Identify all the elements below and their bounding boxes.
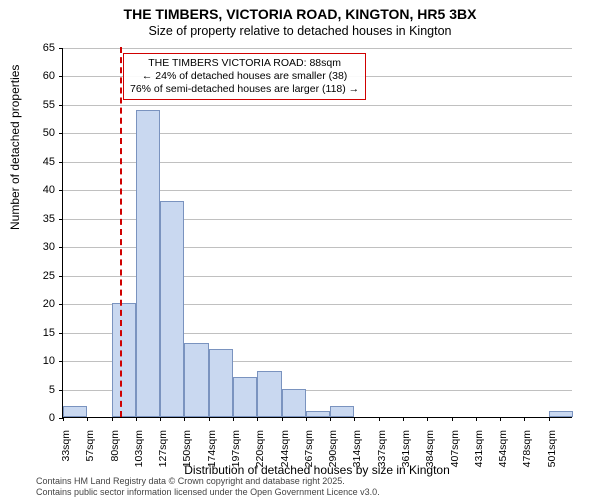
annotation-line1: THE TIMBERS VICTORIA ROAD: 88sqm [130,57,359,70]
ytick-mark [59,361,63,362]
xtick-label: 361sqm [400,430,412,490]
xtick-mark [403,417,404,421]
xtick-mark [63,417,64,421]
histogram-bar [330,406,354,417]
xtick-label: 290sqm [327,430,339,490]
histogram-bar [233,377,257,417]
xtick-label: 478sqm [521,430,533,490]
xtick-mark [524,417,525,421]
y-axis-label: Number of detached properties [8,65,22,230]
ytick-mark [59,48,63,49]
ytick-label: 40 [15,184,55,196]
xtick-label: 197sqm [230,430,242,490]
annotation-line3: 76% of semi-detached houses are larger (… [130,83,359,96]
histogram-bar [306,411,330,417]
xtick-label: 220sqm [254,430,266,490]
xtick-mark [282,417,283,421]
ytick-mark [59,276,63,277]
ytick-mark [59,105,63,106]
ytick-mark [59,219,63,220]
gridline [63,48,572,49]
histogram-bar [63,406,87,417]
xtick-label: 57sqm [84,430,96,490]
chart-title-sub: Size of property relative to detached ho… [0,24,600,38]
reference-line [120,47,122,417]
xtick-mark [476,417,477,421]
plot-area: THE TIMBERS VICTORIA ROAD: 88sqm ← 24% o… [62,48,572,418]
ytick-label: 65 [15,42,55,54]
chart-title-main: THE TIMBERS, VICTORIA ROAD, KINGTON, HR5… [0,6,600,22]
ytick-label: 0 [15,412,55,424]
xtick-mark [354,417,355,421]
ytick-label: 35 [15,213,55,225]
annotation-box: THE TIMBERS VICTORIA ROAD: 88sqm ← 24% o… [123,53,366,100]
xtick-mark [549,417,550,421]
xtick-mark [112,417,113,421]
histogram-bar [282,389,306,417]
ytick-mark [59,133,63,134]
xtick-mark [257,417,258,421]
ytick-mark [59,247,63,248]
histogram-bar [112,303,136,417]
xtick-mark [379,417,380,421]
xtick-label: 127sqm [157,430,169,490]
ytick-label: 60 [15,70,55,82]
xtick-label: 150sqm [181,430,193,490]
ytick-mark [59,162,63,163]
xtick-label: 337sqm [376,430,388,490]
xtick-label: 244sqm [279,430,291,490]
xtick-label: 407sqm [449,430,461,490]
ytick-mark [59,390,63,391]
gridline [63,105,572,106]
ytick-mark [59,333,63,334]
ytick-label: 50 [15,127,55,139]
xtick-mark [233,417,234,421]
ytick-label: 45 [15,156,55,168]
histogram-bar [549,411,573,417]
ytick-label: 20 [15,298,55,310]
xtick-mark [500,417,501,421]
xtick-label: 431sqm [473,430,485,490]
xtick-mark [452,417,453,421]
xtick-label: 267sqm [303,430,315,490]
xtick-mark [184,417,185,421]
xtick-mark [427,417,428,421]
ytick-label: 15 [15,327,55,339]
ytick-label: 55 [15,99,55,111]
ytick-mark [59,304,63,305]
xtick-label: 174sqm [206,430,218,490]
ytick-mark [59,190,63,191]
xtick-label: 384sqm [424,430,436,490]
xtick-label: 103sqm [133,430,145,490]
histogram-bar [136,110,160,417]
xtick-mark [306,417,307,421]
xtick-mark [209,417,210,421]
xtick-label: 33sqm [60,430,72,490]
xtick-mark [330,417,331,421]
xtick-label: 80sqm [109,430,121,490]
xtick-label: 454sqm [497,430,509,490]
xtick-label: 314sqm [351,430,363,490]
annotation-line2: ← 24% of detached houses are smaller (38… [130,70,359,83]
ytick-label: 5 [15,384,55,396]
xtick-mark [160,417,161,421]
ytick-mark [59,76,63,77]
chart-container: THE TIMBERS, VICTORIA ROAD, KINGTON, HR5… [0,0,600,500]
xtick-mark [87,417,88,421]
xtick-mark [136,417,137,421]
histogram-bar [184,343,208,417]
histogram-bar [257,371,281,417]
ytick-label: 30 [15,241,55,253]
ytick-label: 10 [15,355,55,367]
histogram-bar [160,201,184,417]
ytick-label: 25 [15,270,55,282]
histogram-bar [209,349,233,417]
xtick-label: 501sqm [546,430,558,490]
